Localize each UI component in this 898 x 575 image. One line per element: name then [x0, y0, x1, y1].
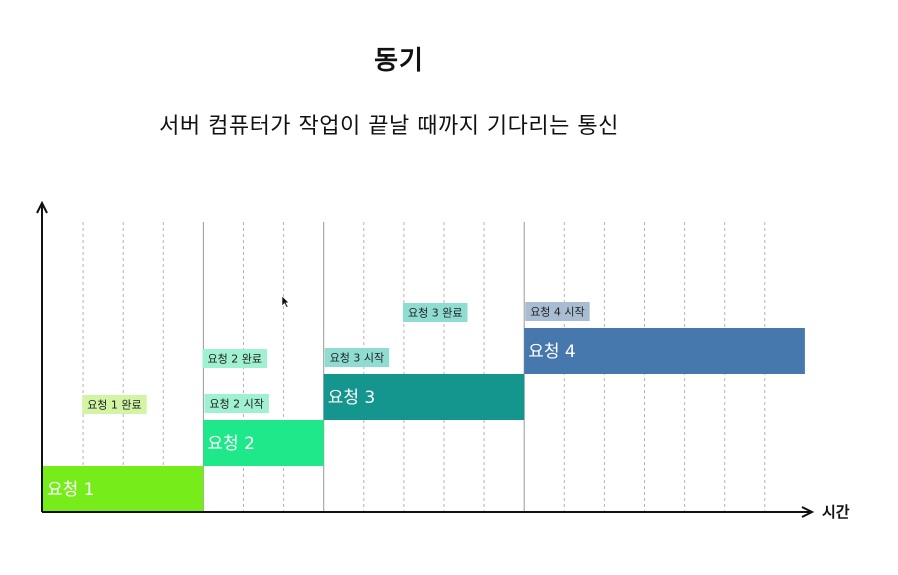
event-tag: 요청 1 완료	[82, 395, 147, 414]
axes	[36, 200, 815, 518]
event-tag-box	[202, 349, 267, 368]
request-bar-label: 요청 3	[328, 388, 376, 408]
slide-title: 동기	[374, 46, 424, 76]
request-bar-label: 요청 1	[47, 480, 95, 500]
event-tag-label: 요청 2 시작	[209, 398, 263, 411]
request-bar	[203, 420, 324, 466]
request-bar	[43, 466, 204, 512]
event-tag-box	[324, 348, 390, 367]
event-tag-label: 요청 4 시작	[530, 306, 584, 319]
event-tag-box	[525, 302, 590, 321]
event-tag: 요청 2 시작	[204, 394, 269, 413]
x-axis-arrow-icon	[801, 506, 815, 518]
event-tag-label: 요청 3 시작	[330, 352, 384, 365]
event-tag-box	[204, 394, 269, 413]
event-tag-label: 요청 3 완료	[408, 307, 462, 320]
request-bar-label: 요청 4	[528, 342, 576, 362]
event-tag: 요청 3 시작	[324, 348, 390, 367]
event-tag-box	[82, 395, 147, 414]
mouse-cursor-icon	[281, 295, 290, 308]
request-bars: 요청 1 요청 2 요청 3 요청 4	[43, 328, 805, 512]
event-tags: 요청 1 완료 요청 2 시작 요청 2 완료 요청 3 시작 요청 3 완료 요청 4 …	[82, 302, 590, 414]
slide-subtitle: 서버 컴퓨터가 작업이 끝날 때까지 기다리는 통신	[159, 114, 619, 139]
event-tag: 요청 3 완료	[403, 303, 468, 322]
event-tag-label: 요청 1 완료	[87, 399, 141, 412]
event-tag-label: 요청 2 완료	[208, 353, 262, 366]
x-axis-label: 시간	[822, 503, 850, 521]
request-bar	[524, 328, 805, 374]
event-tag: 요청 4 시작	[525, 302, 590, 321]
request-bar-label: 요청 2	[207, 434, 255, 454]
event-tag: 요청 2 완료	[202, 349, 267, 368]
y-axis-arrow-icon	[36, 200, 48, 214]
request-bar	[323, 374, 525, 420]
event-tag-box	[403, 303, 468, 322]
